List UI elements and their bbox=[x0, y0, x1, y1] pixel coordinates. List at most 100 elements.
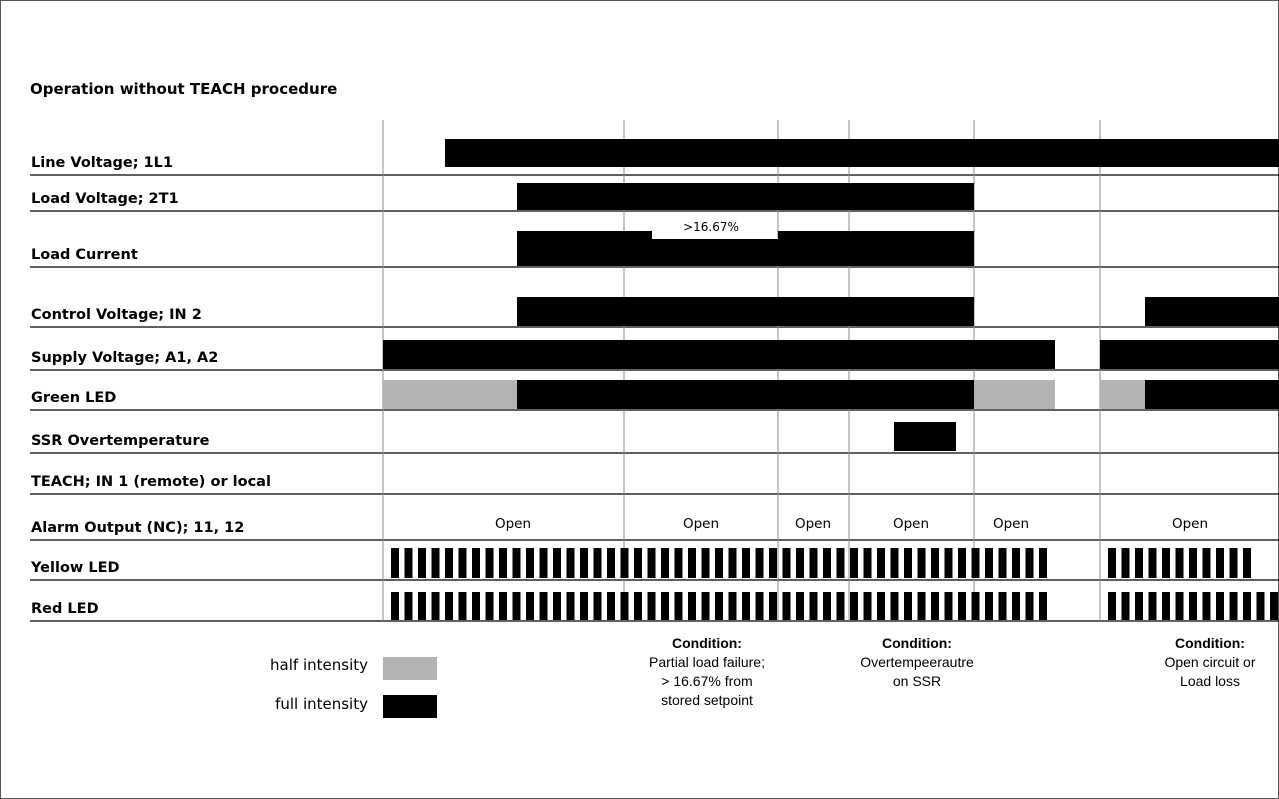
led-pulse bbox=[1121, 548, 1130, 578]
condition-line: on SSR bbox=[893, 673, 941, 689]
signal-labels: Line Voltage; 1L1 Load Voltage; 2T1 Load… bbox=[30, 155, 271, 617]
legend: half intensity full intensity bbox=[270, 656, 437, 718]
led-pulse bbox=[526, 592, 534, 620]
led-pulse bbox=[782, 592, 791, 620]
led-pulse bbox=[607, 592, 615, 620]
led-pulse bbox=[499, 548, 507, 578]
led-pulse bbox=[431, 548, 440, 578]
signal-bar bbox=[778, 231, 974, 266]
led-pulse bbox=[485, 548, 494, 578]
led-pulse bbox=[1202, 592, 1211, 620]
led-pulse bbox=[499, 592, 507, 620]
signal-label-red-led: Red LED bbox=[31, 601, 99, 617]
conditions: Condition: Partial load failure; > 16.67… bbox=[649, 635, 1256, 708]
condition-heading: Condition: bbox=[1175, 635, 1245, 651]
led-pulse bbox=[1012, 592, 1020, 620]
led-pulse bbox=[526, 548, 534, 578]
signal-bar bbox=[974, 380, 1055, 409]
signal-bar bbox=[1145, 380, 1279, 409]
alarm-state: Open bbox=[893, 516, 929, 532]
led-pulse bbox=[701, 592, 710, 620]
signal-bar bbox=[383, 380, 517, 409]
led-pulse bbox=[458, 548, 467, 578]
led-pulse bbox=[755, 592, 764, 620]
signal-bar bbox=[1100, 340, 1279, 369]
led-pulse bbox=[1175, 592, 1184, 620]
led-pulse bbox=[431, 592, 440, 620]
led-pulse bbox=[1256, 592, 1265, 620]
led-pulse bbox=[1229, 592, 1238, 620]
signal-bar bbox=[517, 231, 652, 266]
led-pulse bbox=[931, 548, 939, 578]
signal-label-yellow-led: Yellow LED bbox=[30, 560, 120, 576]
legend-half-swatch bbox=[383, 657, 437, 680]
signal-label-line-voltage: Line Voltage; 1L1 bbox=[31, 155, 173, 171]
led-pulse bbox=[418, 548, 426, 578]
condition-heading: Condition: bbox=[882, 635, 952, 651]
led-pulse bbox=[1121, 592, 1130, 620]
led-pulse bbox=[1229, 548, 1238, 578]
led-pulse bbox=[931, 592, 939, 620]
led-pulse bbox=[782, 548, 791, 578]
led-pulse bbox=[971, 548, 980, 578]
led-pulse bbox=[445, 592, 453, 620]
led-pulse bbox=[620, 592, 629, 620]
led-pulse bbox=[674, 592, 683, 620]
condition-line: Partial load failure; bbox=[649, 654, 765, 670]
led-pulse bbox=[1148, 592, 1157, 620]
signal-bar bbox=[894, 422, 956, 451]
led-pulse bbox=[1148, 548, 1157, 578]
led-pulse bbox=[904, 592, 912, 620]
led-pulse bbox=[1012, 548, 1020, 578]
signal-label-control-voltage: Control Voltage; IN 2 bbox=[31, 307, 202, 323]
led-pulse bbox=[796, 548, 804, 578]
led-pulse bbox=[404, 592, 413, 620]
led-pulse bbox=[769, 592, 777, 620]
led-pulse bbox=[688, 548, 696, 578]
load-current-marker: >16.67% bbox=[683, 220, 739, 234]
alarm-state: Open bbox=[495, 516, 531, 532]
signal-bar bbox=[1145, 297, 1279, 326]
led-pulse bbox=[836, 592, 845, 620]
legend-full-swatch bbox=[383, 695, 437, 718]
led-pulse bbox=[944, 548, 953, 578]
led-pulse bbox=[553, 548, 561, 578]
led-pulse bbox=[512, 548, 521, 578]
condition-partial-load: Condition: Partial load failure; > 16.67… bbox=[649, 635, 765, 708]
led-pulse bbox=[958, 592, 966, 620]
led-pulse bbox=[593, 592, 602, 620]
led-pulse bbox=[1189, 548, 1197, 578]
signal-label-teach: TEACH; IN 1 (remote) or local bbox=[31, 474, 271, 490]
signal-bar bbox=[1095, 139, 1279, 167]
led-pulse bbox=[472, 592, 480, 620]
signal-label-green-led: Green LED bbox=[31, 390, 116, 406]
led-pulse bbox=[877, 592, 885, 620]
led-pulse bbox=[809, 592, 818, 620]
led-pulse bbox=[661, 548, 669, 578]
condition-line: Open circuit or bbox=[1164, 654, 1255, 670]
led-pulse bbox=[485, 592, 494, 620]
led-pulse bbox=[539, 592, 548, 620]
led-pulse bbox=[917, 592, 926, 620]
led-pulse bbox=[1162, 548, 1170, 578]
signal-bar bbox=[652, 239, 778, 266]
led-pulse bbox=[1025, 548, 1034, 578]
signal-bar bbox=[445, 139, 1055, 167]
led-pulse bbox=[769, 548, 777, 578]
led-pulse bbox=[661, 592, 669, 620]
led-pulse bbox=[998, 548, 1007, 578]
signal-bars bbox=[383, 139, 1279, 620]
led-pulse bbox=[688, 592, 696, 620]
led-pulse bbox=[917, 548, 926, 578]
led-pulse bbox=[1189, 592, 1197, 620]
led-pulse bbox=[1039, 592, 1047, 620]
alarm-state: Open bbox=[795, 516, 831, 532]
condition-line: Load loss bbox=[1180, 673, 1240, 689]
condition-open-circuit: Condition: Open circuit or Load loss bbox=[1164, 635, 1255, 689]
condition-line: stored setpoint bbox=[661, 692, 753, 708]
led-pulse bbox=[580, 548, 588, 578]
led-pulse bbox=[742, 592, 750, 620]
led-pulse bbox=[1108, 548, 1116, 578]
led-pulse bbox=[715, 592, 723, 620]
